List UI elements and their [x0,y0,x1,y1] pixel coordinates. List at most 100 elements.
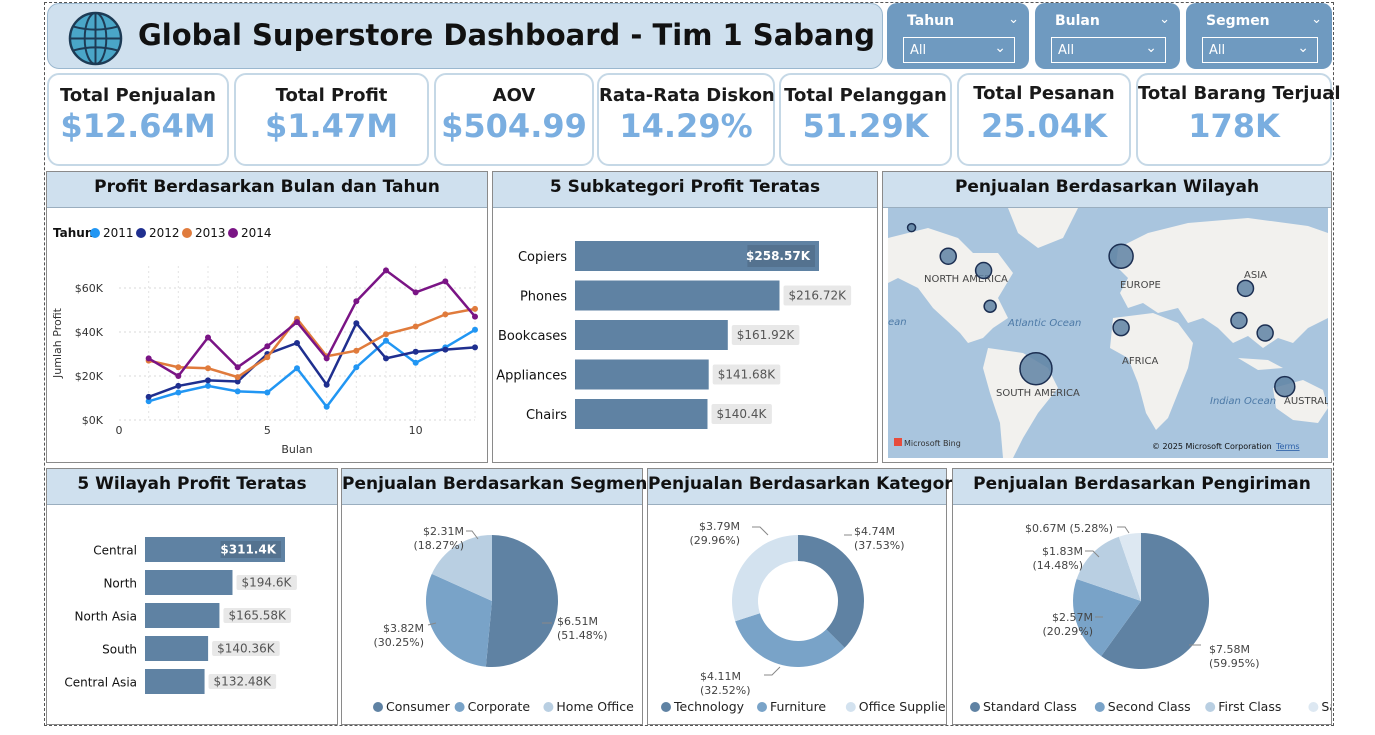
data-point [412,348,419,355]
filter-dropdown-tahun[interactable]: All ⌄ [903,37,1015,63]
legend-label: Same Day [1321,699,1331,714]
data-label-pct: (59.95%) [1209,657,1260,670]
category-donut-chart[interactable]: $4.74M(37.53%) $4.11M(32.52%) $3.79M(29.96… [648,505,946,724]
land-europe-asia [1116,218,1328,348]
chevron-down-icon: ⌄ [1145,40,1157,56]
series-line-2013 [148,307,476,379]
region-bar-chart[interactable]: Central $311.4K North $194.6K North Asia $165… [47,505,337,724]
data-label: $311.4K [220,543,276,557]
chevron-down-icon[interactable]: ⌄ [1159,12,1170,27]
kpi-label: Total Pesanan [973,83,1115,104]
filter-label: Segmen [1206,13,1270,29]
panel-title: 5 Wilayah Profit Teratas [47,469,337,505]
filter-bulan[interactable]: Bulan ⌄ All ⌄ [1035,3,1180,69]
legend-title: Tahun [53,226,93,240]
panel-segment: Penjualan Berdasarkan Segmen $6.51M (51.4… [341,468,647,725]
data-label-pct: (30.25%) [373,636,424,649]
data-label: $258.57K [746,249,811,263]
data-point [205,377,211,384]
data-label-bg [783,285,852,306]
data-point [353,364,360,371]
data-label-pct: (18.27%) [413,539,464,552]
filter-label: Tahun [907,13,955,29]
filter-dropdown-bulan[interactable]: All ⌄ [1051,37,1166,63]
data-point [294,319,300,326]
legend-label: Consumer [386,699,451,714]
category-label: North Asia [74,610,137,624]
category-label: Copiers [518,250,567,265]
leader-line [1117,526,1130,534]
data-point [205,334,211,341]
kpi-label: AOV [492,85,536,106]
legend-marker [1308,702,1319,712]
data-point [264,389,271,396]
legend-marker [228,228,238,238]
legend-label: Corporate [468,699,531,714]
data-label-bg [731,325,800,345]
data-point [145,393,152,400]
panel-title: Profit Berdasarkan Bulan dan Tahun [47,172,487,208]
kpi-total-pelanggan: Total Pelanggan 51.29K [779,73,952,166]
terms-link[interactable]: Terms [1275,442,1300,451]
pie-slice-home-office [431,535,492,601]
kpi-value: $1.47M [264,107,399,145]
pie-slice-office-supplies [732,535,798,622]
filter-tahun[interactable]: Tahun ⌄ All ⌄ [887,3,1029,69]
segment-pie-chart[interactable]: $6.51M(51.48%) $3.82M(30.25%) $2.31M(18.27… [342,505,642,724]
legend-label: 2014 [241,226,272,240]
map-label: NORTH AMERICA [924,274,1008,285]
legend-label: Office Supplies [859,699,946,714]
shipping-pie-chart[interactable]: $7.58M(59.95%) $2.57M(20.29%) $1.83M(14.48… [953,505,1331,724]
legend-marker [845,702,856,712]
map-credit: Microsoft Bing [904,439,961,448]
legend-marker [373,702,383,712]
filter-segmen[interactable]: Segmen ⌄ All ⌄ [1186,3,1332,69]
data-point [353,298,360,305]
data-point [294,340,300,346]
world-map[interactable]: NORTH AMERICA EUROPE ASIA Atlantic Ocean AFR… [888,208,1328,458]
bar [575,320,728,350]
legend-marker [757,702,767,712]
filter-dropdown-segmen[interactable]: All ⌄ [1202,37,1318,63]
legend-marker [970,702,980,712]
data-point [383,337,389,344]
data-point [412,323,419,330]
land-indonesia [1238,358,1283,370]
subcategory-bar-chart[interactable]: Copiers $258.57K Phones $216.72K Bookcases $1… [493,208,877,462]
kpi-value: 51.29K [802,107,929,145]
x-tick-label: 5 [264,424,271,437]
data-point [234,374,241,381]
map-label: SOUTH AMERICA [996,388,1080,399]
bing-logo-icon [894,438,902,446]
series-line-2014 [148,268,476,378]
bar [145,570,233,595]
line-chart[interactable]: Tahun 2011 2012 2013 2014 $0K $20K $40K $60K 0 5 10… [47,208,487,462]
legend-marker [1094,702,1105,712]
data-point [442,311,449,318]
legend-label: Second Class [1108,699,1191,714]
dashboard-header: Global Superstore Dashboard - Tim 1 Saba… [47,3,883,69]
page-title: Global Superstore Dashboard - Tim 1 Saba… [138,18,875,52]
data-label: $4.11M [700,670,741,683]
legend-label: Technology [673,699,745,714]
data-point [175,364,182,371]
chevron-down-icon[interactable]: ⌄ [1311,12,1322,27]
data-label: $165.58K [228,609,287,623]
legend-label: 2012 [149,226,180,240]
data-point [175,382,182,389]
panel-title: Penjualan Berdasarkan Pengiriman [953,469,1331,505]
kpi-total-penjualan: Total Penjualan $12.64M [47,73,229,166]
legend-label: Home Office [556,699,634,714]
map-label: Indian Ocean [1210,396,1276,407]
panel-title: Penjualan Berdasarkan Kategori [648,469,958,505]
map-bubble [939,247,957,265]
data-label-bg [220,541,281,558]
kpi-total-barang-terjual: Total Barang Terjual 178K [1136,73,1341,166]
legend-marker [90,228,100,238]
data-point [205,365,211,372]
x-tick-label: 10 [409,424,423,437]
category-label: Phones [520,290,567,305]
data-point [353,320,360,327]
category-label: South [102,643,137,657]
chevron-down-icon[interactable]: ⌄ [1008,12,1019,27]
